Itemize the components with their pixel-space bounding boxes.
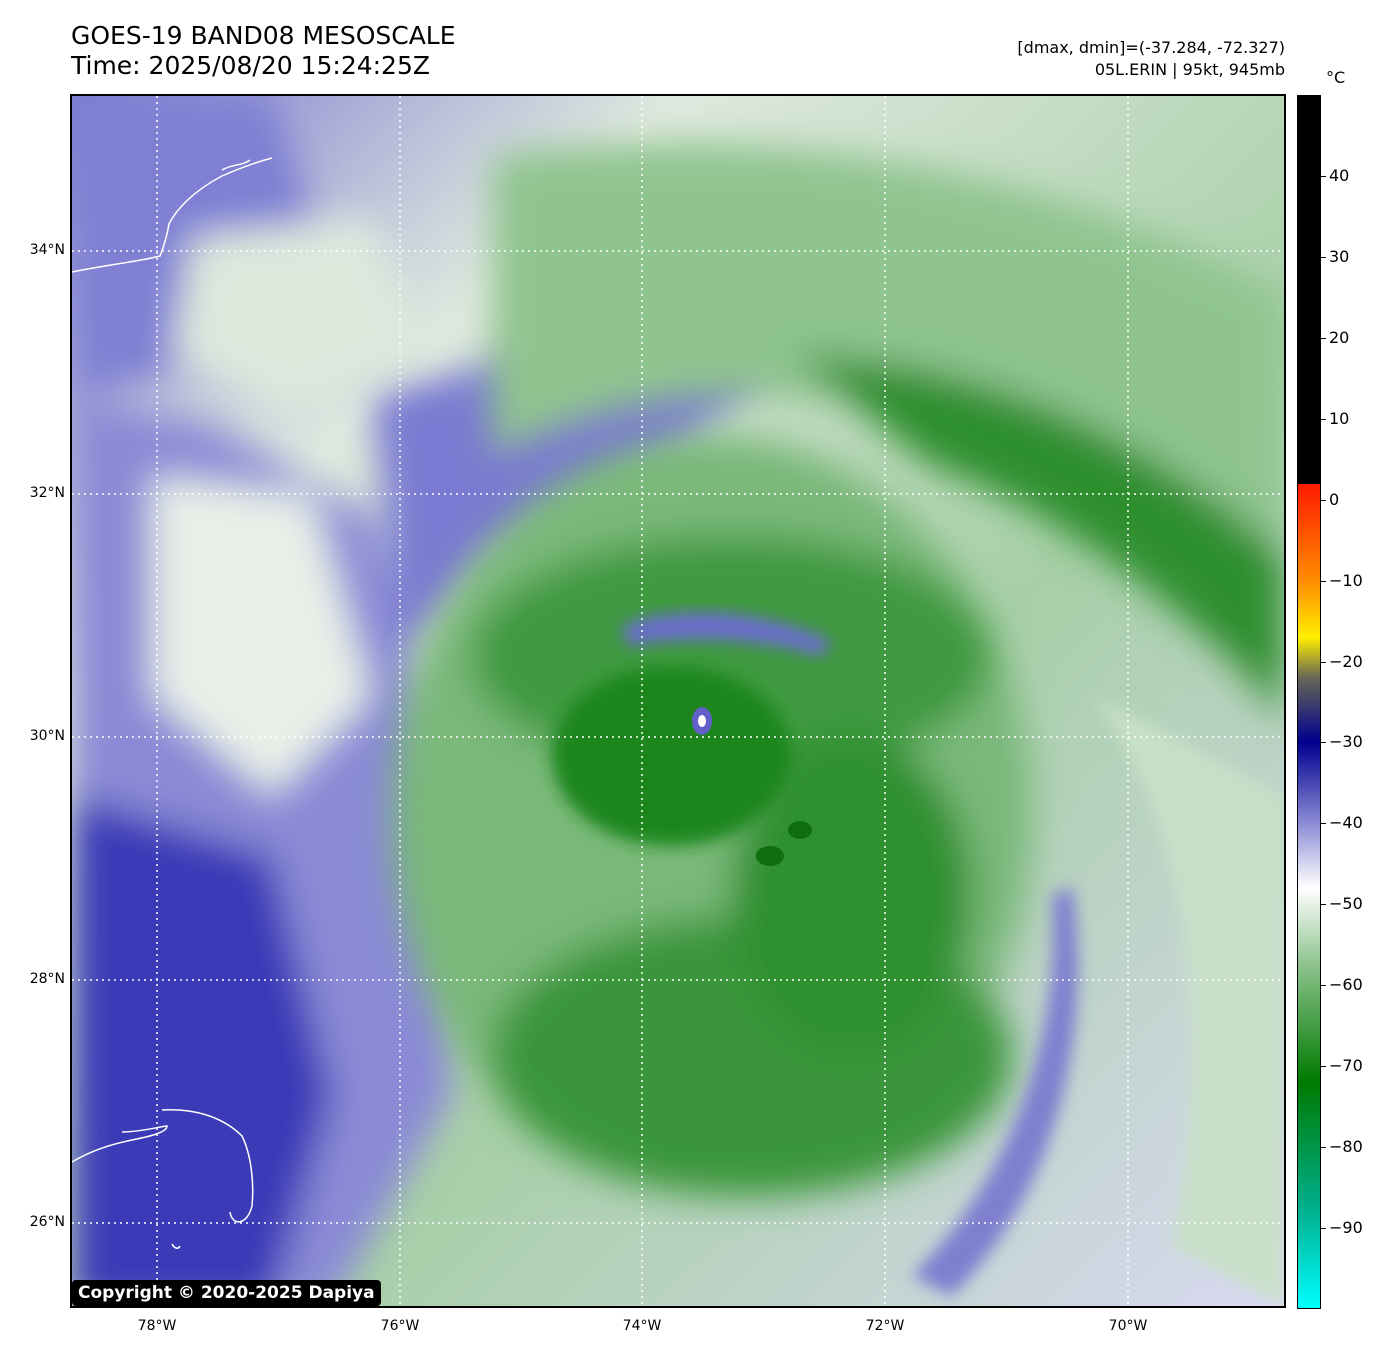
colorbar-tick-mark xyxy=(1321,904,1326,906)
colorbar-tick-label: −80 xyxy=(1329,1137,1363,1157)
data-range-stats: [dmax, dmin]=(-37.284, -72.327) xyxy=(1017,38,1285,57)
temperature-colorbar xyxy=(1297,95,1321,1309)
lon-label-70w: 70°W xyxy=(1108,1318,1148,1334)
eastern-rainband xyxy=(912,696,1284,1306)
colorbar-tick-mark xyxy=(1321,985,1326,987)
convective-cells xyxy=(756,821,812,866)
colorbar-tick-mark xyxy=(1321,1228,1326,1230)
colorbar-tick-mark xyxy=(1321,823,1326,825)
colorbar-tick-label: −20 xyxy=(1329,651,1363,671)
satellite-imagery xyxy=(72,96,1284,1306)
lat-label-26n: 26°N xyxy=(29,1214,65,1230)
lon-label-72w: 72°W xyxy=(865,1318,905,1334)
lat-label-32n: 32°N xyxy=(29,485,65,501)
colorbar-tick-mark xyxy=(1321,337,1326,339)
colorbar-tick-label: 10 xyxy=(1329,408,1350,428)
northern-cloud-band xyxy=(492,143,1284,736)
coastlines xyxy=(72,157,273,1249)
colorbar-unit: °C xyxy=(1326,68,1346,87)
hurricane-eye xyxy=(552,666,792,846)
lat-label-34n: 34°N xyxy=(29,242,65,258)
colorbar-tick-mark xyxy=(1321,1147,1326,1149)
inner-dry-slot xyxy=(622,612,832,656)
lat-label-30n: 30°N xyxy=(29,728,65,744)
colorbar-tick-mark xyxy=(1321,661,1326,663)
colorbar-tick-mark xyxy=(1321,499,1326,501)
lon-label-76w: 76°W xyxy=(380,1318,420,1334)
colorbar-tick-label: 30 xyxy=(1329,246,1350,266)
storm-info: 05L.ERIN | 95kt, 945mb xyxy=(1094,60,1285,79)
satellite-image-panel xyxy=(70,94,1286,1308)
lat-label-28n: 28°N xyxy=(29,971,65,987)
image-title: GOES-19 BAND08 MESOSCALE xyxy=(71,21,456,50)
colorbar-tick-label: −40 xyxy=(1329,813,1363,833)
colorbar-tick-label: −30 xyxy=(1329,732,1363,752)
colorbar-tick-label: −60 xyxy=(1329,975,1363,995)
colorbar-tick-mark xyxy=(1321,1066,1326,1068)
lon-label-78w: 78°W xyxy=(137,1318,177,1334)
colorbar-tick-mark xyxy=(1321,256,1326,258)
colorbar-tick-label: −90 xyxy=(1329,1218,1363,1238)
image-timestamp: Time: 2025/08/20 15:24:25Z xyxy=(71,51,430,80)
colorbar-tick-label: 40 xyxy=(1329,165,1350,185)
lat-lon-gridlines xyxy=(72,96,1284,1306)
copyright-notice: Copyright © 2020-2025 Dapiya xyxy=(72,1280,381,1306)
colorbar-tick-mark xyxy=(1321,175,1326,177)
colorbar-tick-label: −10 xyxy=(1329,570,1363,590)
colorbar-tick-mark xyxy=(1321,742,1326,744)
lon-label-74w: 74°W xyxy=(622,1318,662,1334)
colorbar-tick-label: −50 xyxy=(1329,894,1363,914)
colorbar-tick-mark xyxy=(1321,580,1326,582)
colorbar-tick-label: 20 xyxy=(1329,327,1350,347)
colorbar-tick-label: 0 xyxy=(1329,489,1340,509)
colorbar-tick-mark xyxy=(1321,418,1326,420)
colorbar-tick-label: −70 xyxy=(1329,1056,1363,1076)
western-dry-air-region xyxy=(72,96,792,1306)
